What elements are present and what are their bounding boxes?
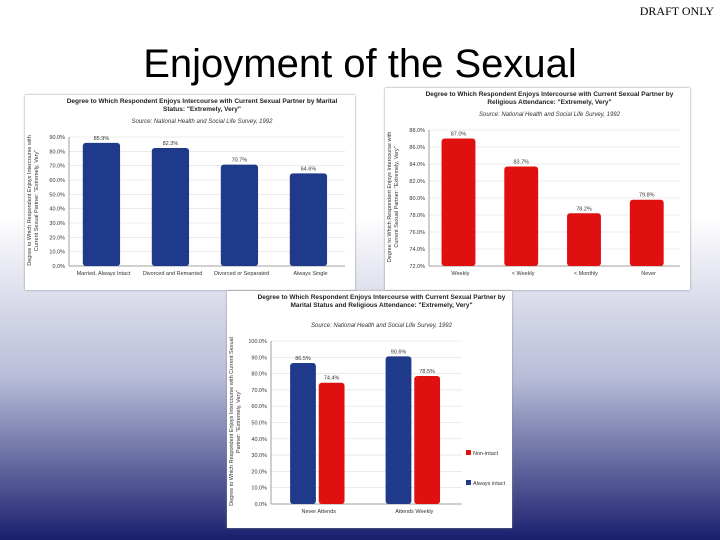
- bar: [289, 173, 328, 266]
- value-label: 70.7%: [232, 158, 248, 164]
- y-tick-label: 50.0%: [49, 192, 65, 198]
- legend-swatch: [466, 480, 471, 485]
- chart-panel: Degree to Which Respondent Enjoys Interc…: [227, 291, 512, 528]
- value-label: 64.6%: [301, 166, 317, 172]
- chart: 0.0% 10.0% 20.0% 30.0% 40.0% 50.0% 60.0% 70.0% 8…: [248, 339, 506, 515]
- value-label: 82.3%: [163, 141, 179, 147]
- value-label: 83.7%: [513, 160, 529, 166]
- y-tick-label: 50.0%: [251, 421, 267, 427]
- value-label: 90.6%: [391, 349, 407, 355]
- slide-title: Enjoyment of the Sexual: [143, 42, 577, 86]
- value-label: 78.2%: [576, 206, 592, 212]
- value-label: 85.9%: [94, 136, 110, 142]
- bar: [318, 382, 345, 504]
- y-tick-label: 70.0%: [49, 164, 65, 170]
- bar: [385, 356, 412, 504]
- y-tick-label: 30.0%: [251, 453, 267, 459]
- x-tick-label: Divorced or Separated: [214, 271, 269, 277]
- y-tick-label: 0.0%: [52, 264, 65, 270]
- value-label: 74.4%: [324, 376, 340, 382]
- bar: [504, 166, 539, 266]
- chart-subtitle: Source: National Health and Social Life …: [311, 323, 452, 329]
- y-tick-label: 60.0%: [251, 404, 267, 410]
- y-tick-label: 74.0%: [409, 247, 425, 253]
- y-tick-label: 40.0%: [49, 207, 65, 213]
- chart-subtitle: Source: National Health and Social Life …: [131, 119, 273, 125]
- bar: [151, 148, 190, 266]
- x-tick-label: < Weekly: [512, 271, 535, 277]
- y-tick-label: 70.0%: [251, 388, 267, 394]
- chart: 0.0% 10.0% 20.0% 30.0% 40.0% 50.0% 60.0% 70.0% 8…: [49, 135, 345, 277]
- x-tick-label: Never Attends: [301, 509, 336, 515]
- chart-panel: Degree to Which Respondent Enjoys Interc…: [25, 95, 355, 290]
- draft-label: DRAFT ONLY: [639, 4, 714, 18]
- x-tick-label: < Monthly: [574, 271, 598, 277]
- y-tick-label: 86.0%: [409, 145, 425, 151]
- y-tick-label: 78.0%: [409, 213, 425, 219]
- bar: [414, 376, 441, 504]
- y-tick-label: 76.0%: [409, 230, 425, 236]
- value-label: 79.8%: [639, 193, 655, 199]
- value-label: 86.5%: [295, 356, 311, 362]
- legend-swatch: [466, 450, 471, 455]
- bar: [629, 199, 664, 266]
- chart-title: Degree to Which Respondent Enjoys Interc…: [425, 91, 674, 106]
- bar: [220, 164, 259, 266]
- y-tick-label: 40.0%: [251, 437, 267, 443]
- y-tick-label: 80.0%: [49, 149, 65, 155]
- y-tick-label: 80.0%: [409, 196, 425, 202]
- y-tick-label: 20.0%: [49, 235, 65, 241]
- chart-title: Degree to Which Respondent Enjoys Interc…: [66, 98, 338, 113]
- y-tick-label: 82.0%: [409, 179, 425, 185]
- y-tick-label: 20.0%: [251, 469, 267, 475]
- y-tick-label: 84.0%: [409, 162, 425, 168]
- bar: [441, 138, 476, 266]
- y-tick-label: 10.0%: [251, 486, 267, 492]
- value-label: 87.0%: [451, 132, 467, 138]
- y-tick-label: 100.0%: [248, 339, 267, 345]
- x-tick-label: Divorced and Remarried: [143, 271, 203, 277]
- x-tick-label: Always Single: [293, 271, 327, 277]
- y-tick-label: 10.0%: [49, 250, 65, 256]
- value-label: 78.5%: [419, 369, 435, 375]
- y-tick-label: 0.0%: [254, 502, 267, 508]
- chart-title: Degree to Which Respondent Enjoys Interc…: [257, 294, 506, 309]
- bar: [290, 363, 316, 504]
- y-tick-label: 60.0%: [49, 178, 65, 184]
- y-tick-label: 90.0%: [49, 135, 65, 141]
- y-tick-label: 72.0%: [409, 264, 425, 270]
- y-tick-label: 80.0%: [251, 372, 267, 378]
- chart-subtitle: Source: National Health and Social Life …: [479, 112, 620, 118]
- legend-label: Always intact: [473, 481, 506, 487]
- bar: [82, 142, 121, 266]
- legend-label: Non-intact: [473, 451, 499, 457]
- chart-panel: Degree to Which Respondent Enjoys Interc…: [385, 88, 690, 290]
- y-tick-label: 30.0%: [49, 221, 65, 227]
- y-tick-label: 90.0%: [251, 355, 267, 361]
- x-tick-label: Attends Weekly: [395, 509, 433, 515]
- x-tick-label: Married, Always Intact: [77, 271, 131, 277]
- bar: [567, 213, 601, 266]
- x-tick-label: Never: [641, 271, 656, 277]
- x-tick-label: Weekly: [451, 271, 469, 277]
- y-tick-label: 88.0%: [409, 128, 425, 134]
- chart: 72.0% 74.0% 76.0% 78.0% 80.0% 82.0% 84.0% 86.0%…: [409, 128, 680, 277]
